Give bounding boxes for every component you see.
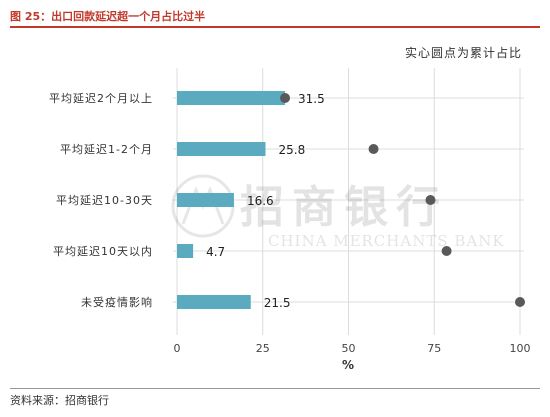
source-note: 资料来源：招商银行 [10,394,109,407]
y-tick-label: 平均延迟2个月以上 [49,92,153,105]
data-label: 31.5 [298,92,325,106]
watermark-cn: 招商银行 [240,182,448,233]
watermark-en: CHINA MERCHANTS BANK [268,232,505,250]
cumulative-dot [515,297,525,307]
x-tick-labels: 0 25 50 75 100 [174,342,531,355]
bar [177,295,251,309]
bar [177,244,194,258]
data-label: 16.6 [247,194,274,208]
figure-title: 图 25：出口回款延迟超一个月占比过半 [10,10,206,23]
y-tick-label: 平均延迟1-2个月 [60,143,153,156]
y-tick-labels: 平均延迟2个月以上平均延迟1-2个月平均延迟10-30天平均延迟10天以内未受疫… [49,92,153,309]
data-labels: 31.5 25.8 16.6 4.7 21.5 [206,92,325,310]
title-rule [10,26,540,28]
y-tick-label: 平均延迟10天以内 [53,244,153,258]
y-tick-label: 平均延迟10-30天 [56,194,153,207]
bars [177,91,286,309]
x-tick-label: 25 [256,342,270,355]
x-tick-label: 75 [427,342,441,355]
x-tick-label: 50 [342,342,356,355]
x-axis-title: % [342,358,354,372]
chart-subtitle: 实心圆点为累计占比 [404,46,522,60]
data-label: 4.7 [206,245,225,259]
cumulative-dot [425,195,436,205]
cumulative-dot [368,144,379,154]
y-tick-label: 未受疫情影响 [81,295,153,309]
watermark: 招商银行 CHINA MERCHANTS BANK [171,174,505,250]
dots [280,93,525,307]
data-label: 25.8 [278,143,305,157]
bar [177,142,266,156]
bar [177,91,286,105]
x-tick-label: 100 [510,342,531,355]
data-label: 21.5 [264,296,291,310]
cumulative-dot [280,93,291,103]
source-rule [10,388,540,389]
cumulative-dot [441,246,452,256]
bar [177,193,234,207]
x-tick-label: 0 [174,342,181,355]
